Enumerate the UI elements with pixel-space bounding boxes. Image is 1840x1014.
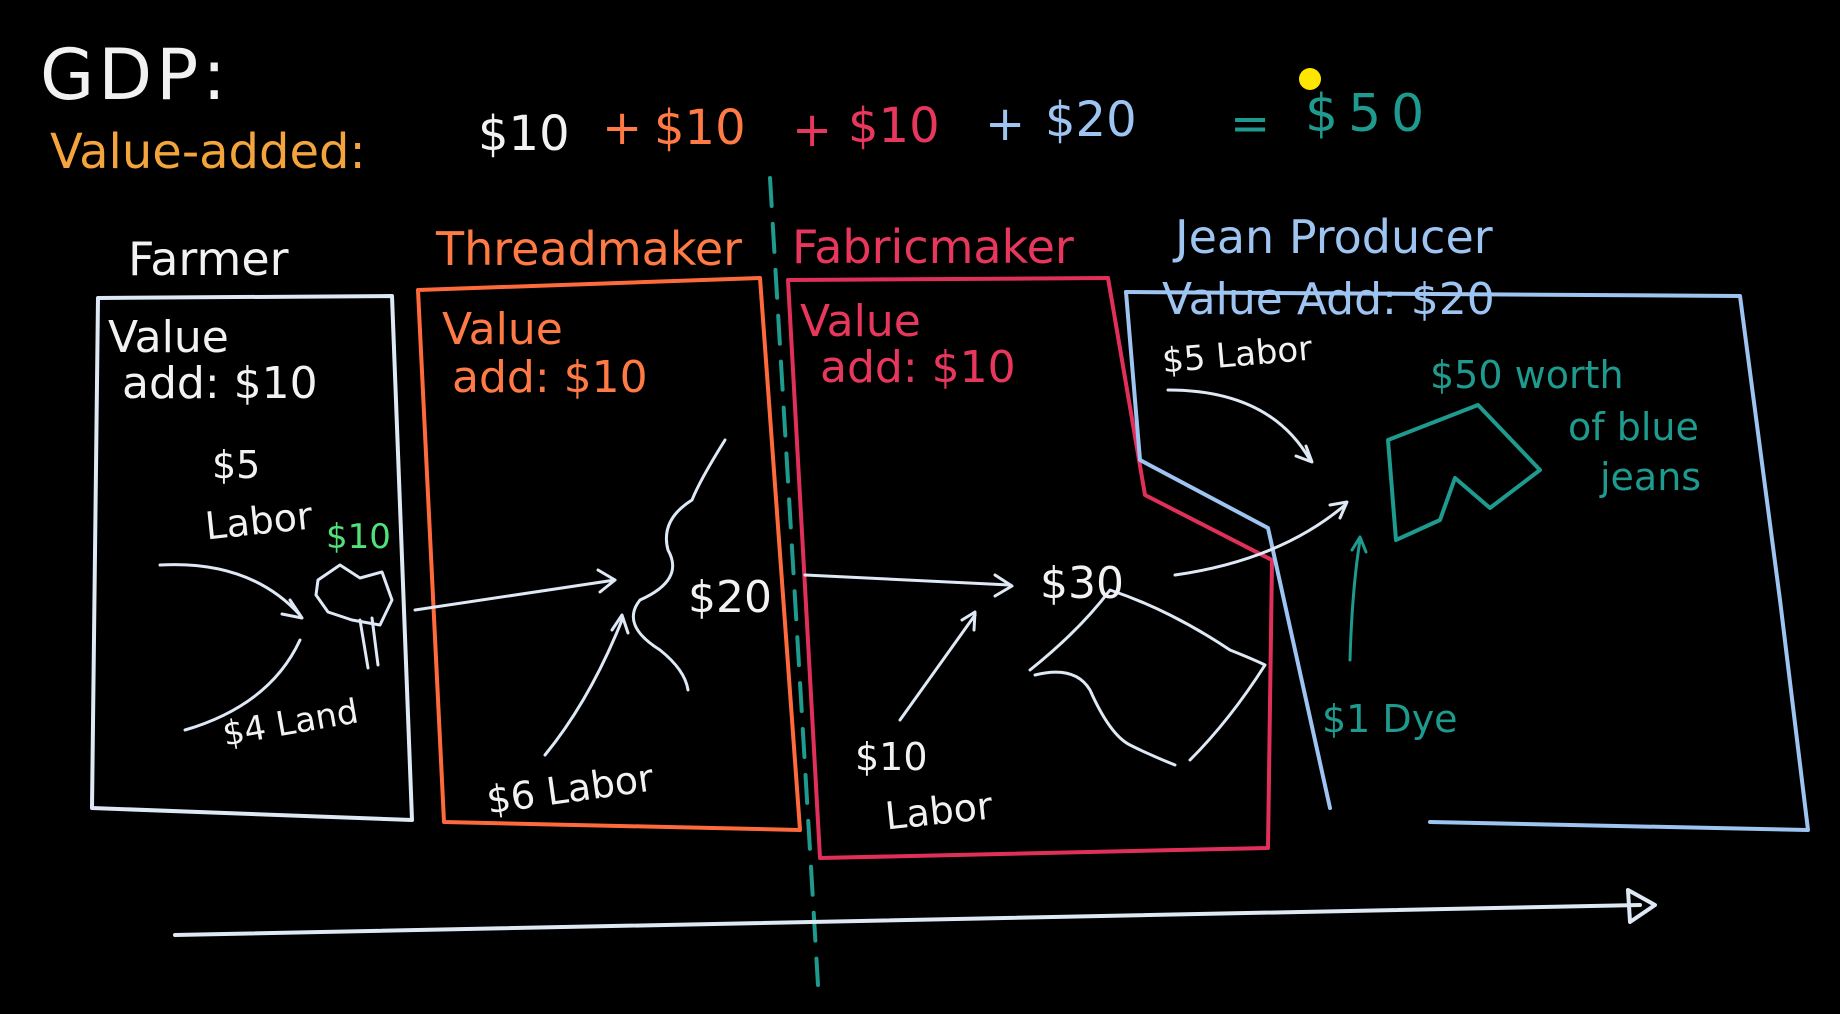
fabricmaker-output: $30	[1040, 558, 1124, 609]
jean-producer-dye: $1 Dye	[1322, 697, 1458, 741]
pointer-dot	[1299, 68, 1321, 90]
fabricmaker-labor-word: Labor	[882, 783, 995, 839]
threadmaker-output: $20	[688, 572, 772, 623]
threadmaker-value-line2: add: $10	[452, 352, 648, 403]
plus-sign-3: +	[985, 96, 1026, 152]
farmer-term: $10	[478, 106, 570, 162]
fabric-icon	[1028, 588, 1267, 767]
fabricmaker-heading: Fabricmaker	[792, 220, 1074, 274]
threadmaker-value-line1: Value	[442, 304, 563, 355]
fabricmaker-value-line1: Value	[800, 296, 921, 347]
fabricmaker-value-line2: add: $10	[820, 342, 1016, 393]
jean-producer-box-left	[1124, 290, 1332, 810]
jean-producer-heading: Jean Producer	[1175, 210, 1493, 264]
jeans-icon	[1386, 403, 1542, 542]
tree-icon	[314, 563, 394, 670]
farmer-value-line2: add: $10	[122, 358, 318, 409]
thread-icon	[631, 438, 727, 692]
farmer-heading: Farmer	[128, 232, 289, 286]
farmer-value-line1: Value	[108, 312, 229, 363]
plus-sign-2: +	[792, 102, 833, 158]
threadmaker-term: $10	[654, 100, 746, 156]
fabricmaker-box	[786, 276, 1274, 860]
arrow-icon	[1626, 888, 1657, 924]
divider-line	[768, 176, 820, 987]
farmer-labor-word: Labor	[202, 493, 315, 549]
jeans-worth-line1: $50 worth	[1430, 353, 1624, 397]
farmer-output: $10	[326, 517, 391, 557]
fabricmaker-term: $10	[848, 98, 940, 154]
page-title: GDP:	[40, 34, 230, 116]
jean-producer-term: $20	[1045, 92, 1137, 148]
equals-sign: =	[1230, 96, 1271, 152]
threadmaker-box	[416, 276, 802, 832]
jean-producer-value: Value Add: $20	[1162, 274, 1495, 325]
fabricmaker-labor-amount: $10	[855, 735, 928, 779]
farmer-box	[90, 294, 414, 822]
value-added-label: Value-added:	[50, 124, 366, 180]
gdp-total: $50	[1305, 84, 1435, 144]
jean-producer-box	[1124, 290, 1810, 832]
jeans-worth-line3: jeans	[1600, 455, 1702, 499]
timeline-line	[173, 903, 1642, 937]
threadmaker-heading: Threadmaker	[436, 222, 743, 276]
farmer-labor-amount: $5	[212, 443, 261, 487]
jeans-worth-line2: of blue	[1568, 405, 1699, 449]
plus-sign-1: +	[602, 100, 643, 156]
